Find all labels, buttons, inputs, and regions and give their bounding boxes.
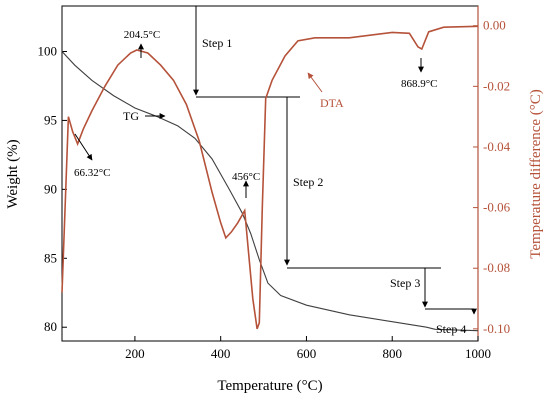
arrow-66-peak (74, 133, 93, 161)
label-tg: TG (123, 109, 139, 123)
x-axis-ticks: 200 400 600 800 1000 (125, 336, 491, 361)
y-left-tick-label: 85 (44, 250, 57, 265)
x-tick-label: 200 (125, 346, 145, 361)
plot-frame (61, 5, 479, 342)
tg-series-line (61, 51, 479, 332)
step-guides (193, 6, 477, 315)
arrow-dta-label (307, 72, 323, 93)
label-66-peak: 66.32°C (74, 167, 111, 179)
y-left-tick-label: 100 (38, 43, 58, 58)
label-step3: Step 3 (390, 276, 420, 290)
label-step2: Step 2 (293, 175, 323, 189)
y-left-tick-label: 90 (44, 181, 57, 196)
y-right-tick-label: -0.08 (483, 260, 510, 275)
y-right-axis-ticks: 0.00 -0.02 -0.04 -0.06 -0.08 -0.10 (473, 18, 511, 336)
y-left-tick-label: 95 (44, 112, 57, 127)
label-dta: DTA (320, 96, 344, 110)
x-tick-label: 800 (382, 346, 402, 361)
y-right-axis-title: Temperature difference (°C) (528, 89, 544, 259)
y-left-tick-label: 80 (44, 319, 57, 334)
x-tick-label: 400 (211, 346, 231, 361)
y-left-axis-title: Weight (%) (5, 139, 21, 208)
x-tick-label: 600 (297, 346, 317, 361)
y-right-tick-label: -0.06 (483, 200, 511, 215)
y-right-tick-label: -0.04 (483, 139, 511, 154)
label-456-peak: 456°C (232, 171, 260, 183)
y-right-tick-label: 0.00 (483, 18, 506, 33)
x-axis-title: Temperature (°C) (217, 378, 322, 394)
y-left-axis-ticks: 80 85 90 95 100 (38, 43, 67, 334)
annotation-arrows (74, 43, 424, 198)
label-868-peak: 868.9°C (401, 78, 438, 90)
y-right-tick-label: -0.10 (483, 321, 510, 336)
label-204-peak: 204.5°C (124, 29, 161, 41)
label-step1: Step 1 (202, 36, 232, 50)
x-tick-label: 1000 (465, 346, 491, 361)
y-right-tick-label: -0.02 (483, 78, 510, 93)
dta-series-line (61, 25, 479, 330)
label-step4: Step 4 (436, 322, 466, 336)
